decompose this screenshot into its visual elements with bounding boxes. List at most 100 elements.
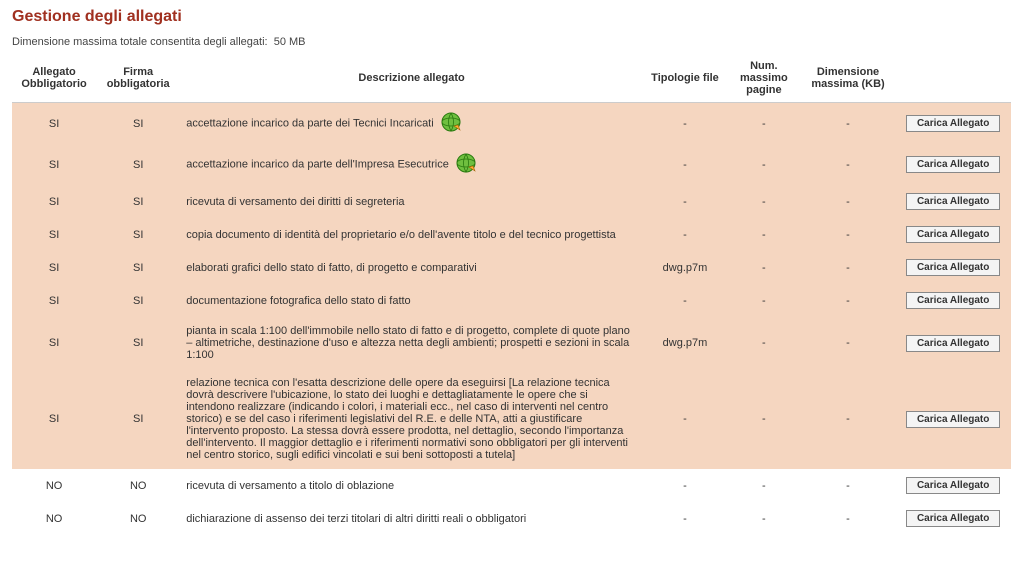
col-header-dimensione: Dimensione massima (KB): [801, 54, 896, 103]
cell-dimensione: -: [801, 185, 896, 218]
cell-obbligatorio: SI: [12, 317, 96, 369]
cell-tipologie: dwg.p7m: [643, 251, 727, 284]
cell-num-pagine: -: [727, 502, 801, 535]
cell-num-pagine: -: [727, 251, 801, 284]
cell-descrizione: relazione tecnica con l'esatta descrizio…: [180, 369, 643, 469]
subtitle-label: Dimensione massima totale consentita deg…: [12, 36, 268, 48]
descrizione-text: accettazione incarico da parte dei Tecni…: [186, 117, 433, 129]
cell-obbligatorio: SI: [12, 284, 96, 317]
upload-button[interactable]: Carica Allegato: [906, 510, 1000, 527]
cell-obbligatorio: SI: [12, 251, 96, 284]
cell-firma: NO: [96, 502, 180, 535]
cell-dimensione: -: [801, 218, 896, 251]
descrizione-text: documentazione fotografica dello stato d…: [186, 295, 410, 307]
cell-dimensione: -: [801, 103, 896, 145]
cell-action: Carica Allegato: [895, 469, 1011, 502]
cell-dimensione: -: [801, 144, 896, 185]
descrizione-text: relazione tecnica con l'esatta descrizio…: [186, 377, 628, 461]
globe-icon[interactable]: [440, 111, 462, 136]
cell-descrizione: dichiarazione di assenso dei terzi titol…: [180, 502, 643, 535]
cell-firma: SI: [96, 369, 180, 469]
col-header-num-pagine: Num. massimo pagine: [727, 54, 801, 103]
cell-descrizione: ricevuta di versamento dei diritti di se…: [180, 185, 643, 218]
cell-firma: SI: [96, 144, 180, 185]
cell-descrizione: copia documento di identità del propriet…: [180, 218, 643, 251]
descrizione-text: ricevuta di versamento a titolo di oblaz…: [186, 480, 394, 492]
cell-dimensione: -: [801, 251, 896, 284]
cell-num-pagine: -: [727, 317, 801, 369]
table-row: SISI accettazione incarico da parte dell'…: [12, 144, 1011, 185]
cell-num-pagine: -: [727, 144, 801, 185]
cell-firma: SI: [96, 251, 180, 284]
cell-tipologie: -: [643, 502, 727, 535]
table-row: NONO ricevuta di versamento a titolo di o…: [12, 469, 1011, 502]
cell-action: Carica Allegato: [895, 185, 1011, 218]
upload-button[interactable]: Carica Allegato: [906, 115, 1000, 132]
cell-action: Carica Allegato: [895, 502, 1011, 535]
page-title: Gestione degli allegati: [12, 8, 1011, 26]
cell-tipologie: -: [643, 103, 727, 145]
cell-action: Carica Allegato: [895, 103, 1011, 145]
upload-button[interactable]: Carica Allegato: [906, 411, 1000, 428]
upload-button[interactable]: Carica Allegato: [906, 259, 1000, 276]
table-row: SISIaccettazione incarico da parte dei T…: [12, 103, 1011, 145]
cell-tipologie: -: [643, 144, 727, 185]
cell-num-pagine: -: [727, 469, 801, 502]
descrizione-text: copia documento di identità del propriet…: [186, 229, 616, 241]
upload-button[interactable]: Carica Allegato: [906, 292, 1000, 309]
cell-action: Carica Allegato: [895, 144, 1011, 185]
descrizione-text: ricevuta di versamento dei diritti di se…: [186, 196, 404, 208]
cell-obbligatorio: SI: [12, 369, 96, 469]
cell-action: Carica Allegato: [895, 251, 1011, 284]
cell-tipologie: -: [643, 284, 727, 317]
table-row: SISIricevuta di versamento dei diritti d…: [12, 185, 1011, 218]
col-header-descrizione: Descrizione allegato: [180, 54, 643, 103]
upload-button[interactable]: Carica Allegato: [906, 226, 1000, 243]
cell-firma: SI: [96, 317, 180, 369]
max-size-subtitle: Dimensione massima totale consentita deg…: [12, 36, 1011, 48]
col-header-firma: Firma obbligatoria: [96, 54, 180, 103]
descrizione-text: dichiarazione di assenso dei terzi titol…: [186, 513, 526, 525]
upload-button[interactable]: Carica Allegato: [906, 477, 1000, 494]
cell-obbligatorio: SI: [12, 144, 96, 185]
cell-obbligatorio: SI: [12, 185, 96, 218]
cell-descrizione: documentazione fotografica dello stato d…: [180, 284, 643, 317]
cell-firma: NO: [96, 469, 180, 502]
descrizione-text: accettazione incarico da parte dell'Impr…: [186, 158, 449, 170]
cell-dimensione: -: [801, 284, 896, 317]
cell-descrizione: elaborati grafici dello stato di fatto, …: [180, 251, 643, 284]
table-row: SISIelaborati grafici dello stato di fat…: [12, 251, 1011, 284]
table-row: SISI copia documento di identità del prop…: [12, 218, 1011, 251]
cell-firma: SI: [96, 284, 180, 317]
globe-icon[interactable]: [455, 152, 477, 177]
cell-num-pagine: -: [727, 218, 801, 251]
upload-button[interactable]: Carica Allegato: [906, 335, 1000, 352]
cell-tipologie: -: [643, 185, 727, 218]
attachments-table: Allegato Obbligatorio Firma obbligatoria…: [12, 54, 1011, 535]
cell-descrizione: pianta in scala 1:100 dell'immobile nell…: [180, 317, 643, 369]
subtitle-value: 50 MB: [274, 36, 306, 48]
cell-dimensione: -: [801, 317, 896, 369]
cell-obbligatorio: SI: [12, 218, 96, 251]
cell-num-pagine: -: [727, 185, 801, 218]
table-row: NONOdichiarazione di assenso dei terzi t…: [12, 502, 1011, 535]
cell-action: Carica Allegato: [895, 284, 1011, 317]
cell-dimensione: -: [801, 369, 896, 469]
cell-tipologie: -: [643, 218, 727, 251]
cell-tipologie: dwg.p7m: [643, 317, 727, 369]
cell-action: Carica Allegato: [895, 369, 1011, 469]
col-header-obbligatorio: Allegato Obbligatorio: [12, 54, 96, 103]
cell-dimensione: -: [801, 502, 896, 535]
table-header-row: Allegato Obbligatorio Firma obbligatoria…: [12, 54, 1011, 103]
cell-action: Carica Allegato: [895, 317, 1011, 369]
cell-descrizione: accettazione incarico da parte dei Tecni…: [180, 103, 643, 145]
cell-obbligatorio: NO: [12, 469, 96, 502]
cell-firma: SI: [96, 218, 180, 251]
cell-num-pagine: -: [727, 284, 801, 317]
upload-button[interactable]: Carica Allegato: [906, 193, 1000, 210]
col-header-tipologie: Tipologie file: [643, 54, 727, 103]
cell-tipologie: -: [643, 469, 727, 502]
cell-tipologie: -: [643, 369, 727, 469]
cell-obbligatorio: SI: [12, 103, 96, 145]
upload-button[interactable]: Carica Allegato: [906, 156, 1000, 173]
